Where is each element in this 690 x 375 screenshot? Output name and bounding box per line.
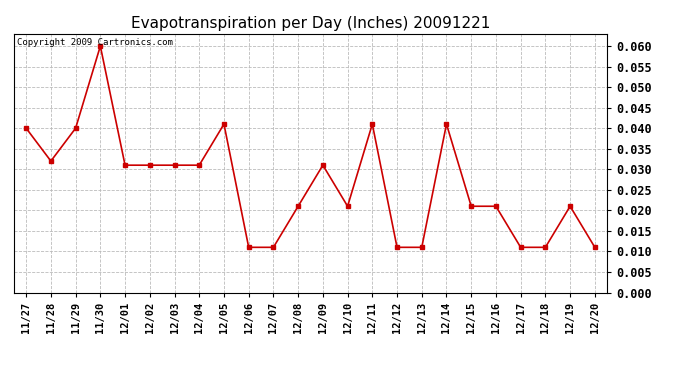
Text: Copyright 2009 Cartronics.com: Copyright 2009 Cartronics.com xyxy=(17,38,172,46)
Title: Evapotranspiration per Day (Inches) 20091221: Evapotranspiration per Day (Inches) 2009… xyxy=(131,16,490,31)
